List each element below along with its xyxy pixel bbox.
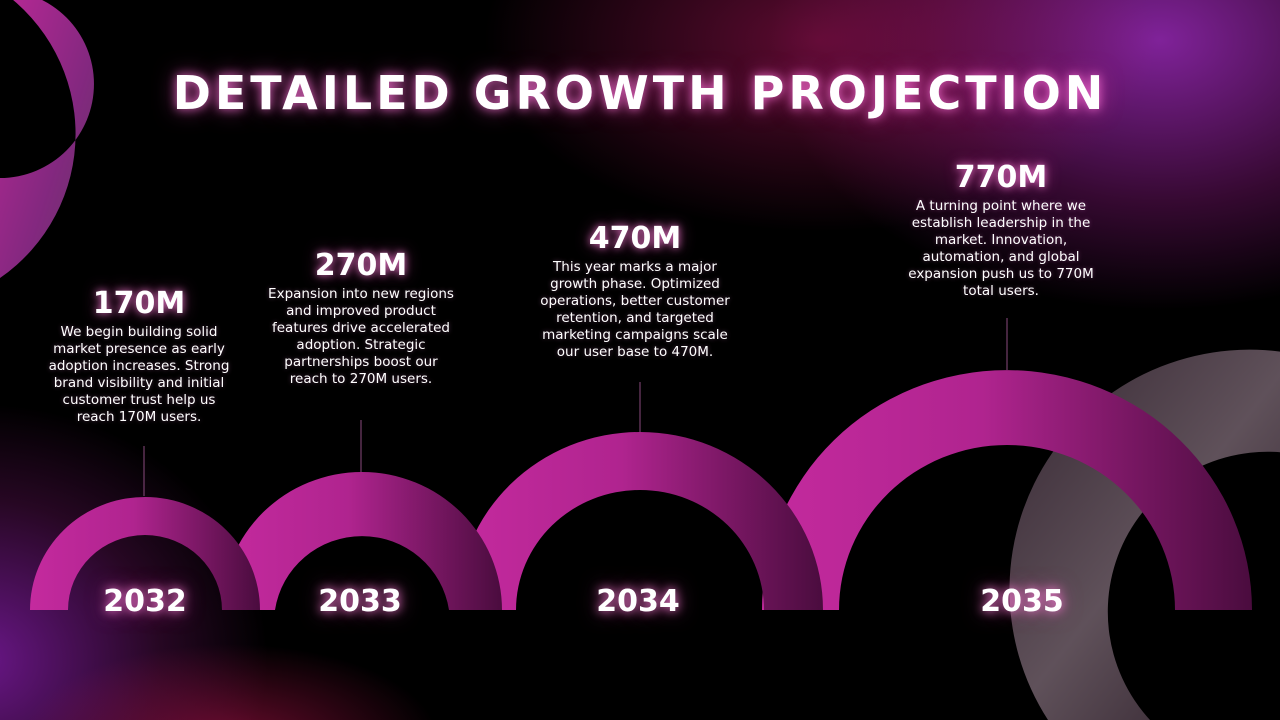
arch-2035: [762, 370, 1252, 610]
stage-2032: 170M We begin building solid market pres…: [44, 286, 234, 426]
year-label-2034: 2034: [596, 584, 680, 619]
year-label-2033: 2033: [318, 584, 402, 619]
arch-2032: [30, 497, 260, 610]
arch-2033: [222, 472, 502, 610]
stage-value: 170M: [92, 286, 186, 321]
page-title: DETAILED GROWTH PROJECTION: [172, 66, 1108, 120]
stage-description: Expansion into new regions and improved …: [268, 286, 454, 387]
stage-2034: 470M This year marks a major growth phas…: [530, 221, 740, 361]
arch-2034: [457, 432, 823, 610]
top-left-ring: [0, 0, 94, 278]
stage-2035: 770M A turning point where we establish …: [906, 160, 1096, 300]
stage-description: This year marks a major growth phase. Op…: [540, 259, 730, 360]
stage-value: 270M: [314, 248, 408, 283]
stage-value: 470M: [588, 221, 682, 256]
stage-2033: 270M Expansion into new regions and impr…: [268, 248, 454, 388]
year-label-2035: 2035: [980, 584, 1064, 619]
stage-description: We begin building solid market presence …: [48, 324, 230, 425]
year-label-2032: 2032: [103, 584, 187, 619]
stage-description: A turning point where we establish leade…: [908, 198, 1094, 299]
stage-value: 770M: [954, 160, 1048, 195]
